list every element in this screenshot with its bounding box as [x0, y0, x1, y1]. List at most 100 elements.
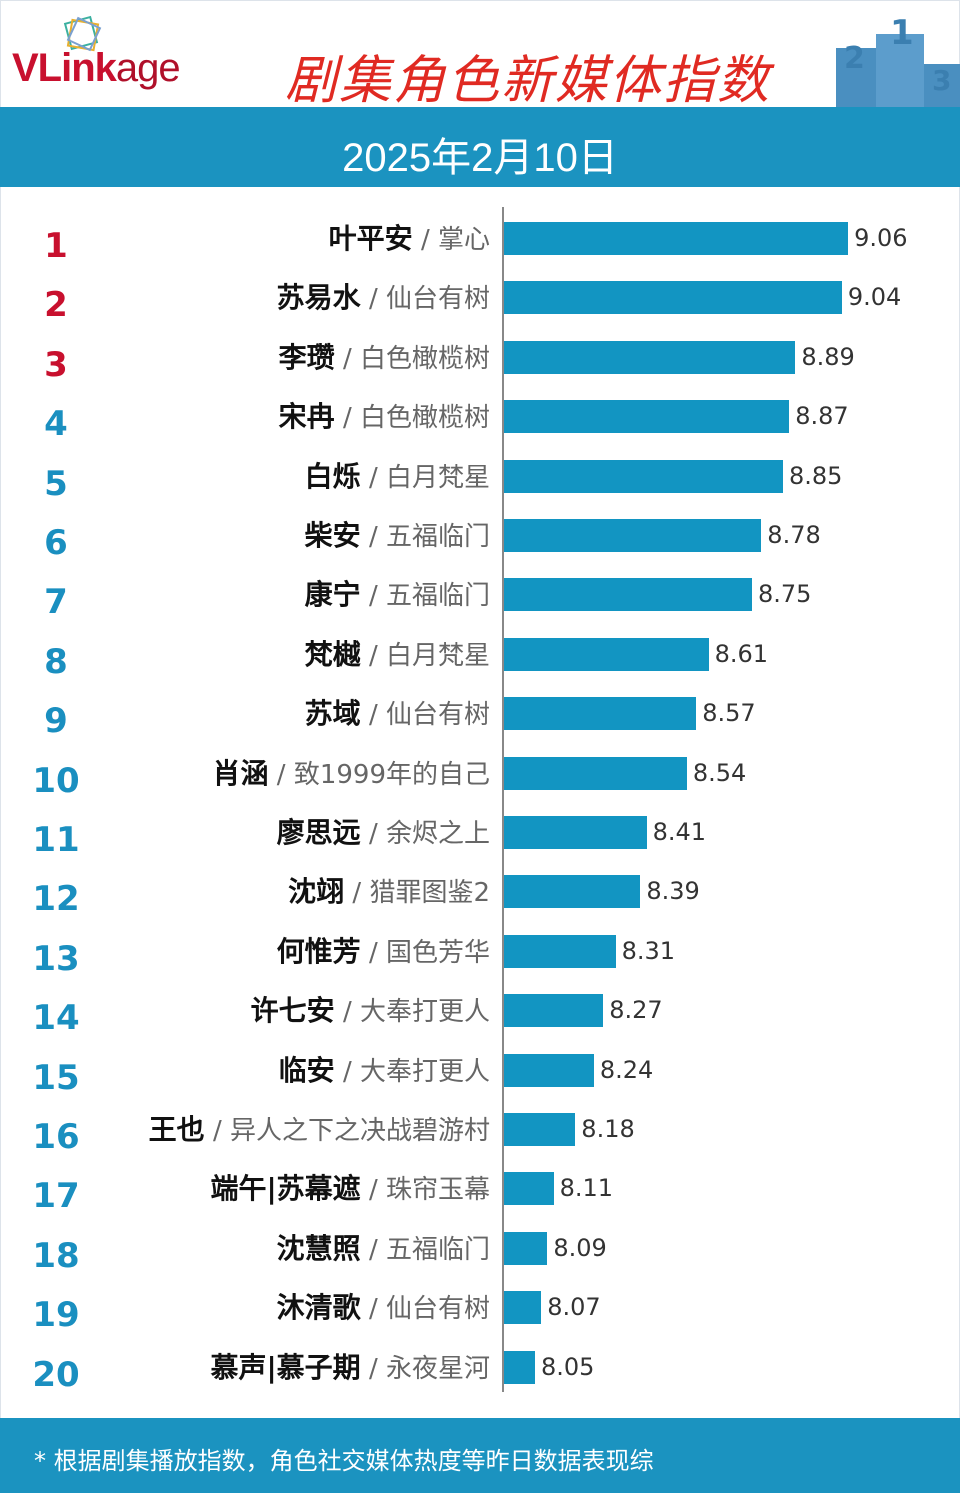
character-name: 临安: [278, 1053, 335, 1087]
separator: /: [268, 759, 294, 790]
row-label: 李瓒 / 白色橄榄树: [279, 341, 490, 376]
value-label: 8.89: [801, 342, 855, 371]
value-label: 8.39: [646, 877, 700, 906]
rank-number: 15: [32, 1057, 80, 1098]
row-label: 端午|苏幕遮 / 珠帘玉幕: [210, 1172, 490, 1207]
bar: [504, 1231, 548, 1265]
rank-number: 20: [32, 1354, 80, 1395]
value-label: 8.87: [795, 402, 849, 431]
rank-number: 19: [32, 1295, 80, 1336]
row-label: 何惟芳 / 国色芳华: [277, 935, 490, 970]
row-label: 柴安 / 五福临门: [305, 519, 490, 554]
podium-icon: 2 1 3: [836, 14, 960, 108]
bar: [504, 459, 783, 493]
show-title: 仙台有树: [385, 700, 490, 731]
bar: [504, 1053, 594, 1087]
value-label: 9.06: [854, 224, 908, 252]
character-name: 叶平安: [328, 222, 413, 255]
rank-number: 1: [44, 226, 68, 266]
separator: /: [360, 522, 386, 552]
separator: /: [360, 700, 386, 731]
show-title: 五福临门: [385, 522, 490, 552]
row-label: 沈慧照 / 五福临门: [277, 1232, 490, 1267]
separator: /: [412, 225, 438, 255]
value-label: 8.07: [547, 1293, 601, 1322]
separator: /: [344, 878, 370, 909]
row-label: 王也 / 异人之下之决战碧游村: [149, 1113, 490, 1148]
separator: /: [360, 581, 386, 612]
separator: /: [360, 937, 386, 968]
character-name: 慕声|慕子期: [210, 1350, 361, 1384]
character-name: 沈慧照: [276, 1231, 361, 1265]
separator: /: [360, 1234, 386, 1265]
character-name: 廖思远: [276, 816, 361, 849]
value-label: 8.75: [758, 580, 812, 609]
rank-number: 18: [32, 1235, 80, 1276]
show-title: 珠帘玉幕: [385, 1175, 490, 1206]
show-title: 掌心: [437, 225, 490, 255]
show-title: 异人之下之决战碧游村: [229, 1116, 490, 1146]
value-label: 8.61: [714, 639, 769, 668]
vlinkage-logo: VLinkage: [12, 15, 212, 98]
separator: /: [360, 1353, 386, 1384]
rank-number: 14: [32, 998, 80, 1039]
character-name: 许七安: [250, 994, 335, 1028]
row-label: 廖思远 / 余烬之上: [277, 816, 490, 851]
show-title: 仙台有树: [385, 1294, 490, 1325]
bar: [504, 994, 604, 1028]
svg-text:3: 3: [932, 64, 951, 97]
value-label: 8.85: [789, 461, 843, 490]
separator: /: [334, 997, 360, 1028]
date-label: 2025年2月10日: [342, 136, 618, 180]
bar: [504, 756, 687, 790]
value-label: 8.05: [541, 1352, 595, 1381]
chart-axis: [502, 207, 504, 1392]
footer-band: [0, 1418, 960, 1493]
value-label: 8.57: [702, 699, 756, 728]
value-label: 8.31: [621, 936, 676, 965]
rank-number: 2: [44, 285, 68, 326]
character-name: 肖涵: [212, 756, 269, 790]
logo-text: VLinkage: [12, 46, 181, 90]
character-name: 何惟芳: [276, 934, 361, 968]
separator: /: [334, 1056, 360, 1087]
row-label: 梵樾 / 白月梵星: [305, 638, 490, 673]
rank-number: 3: [44, 344, 68, 385]
row-label: 许七安 / 大奉打更人: [251, 994, 490, 1029]
show-title: 五福临门: [385, 581, 490, 612]
show-title: 永夜星河: [385, 1353, 490, 1384]
character-name: 沈翊: [288, 875, 345, 909]
row-label: 沈翊 / 猎罪图鉴2: [288, 875, 490, 910]
row-label: 沐清歌 / 仙台有树: [277, 1291, 490, 1326]
show-title: 白色橄榄树: [359, 403, 490, 434]
bar: [504, 697, 697, 731]
show-title: 大奉打更人: [359, 997, 490, 1028]
page-title: 剧集角色新媒体指数: [285, 51, 772, 111]
bar: [504, 340, 796, 374]
rank-number: 5: [44, 463, 68, 504]
show-title: 白月梵星: [385, 462, 490, 493]
row-label: 苏易水 / 仙台有树: [277, 281, 490, 316]
show-title: 猎罪图鉴2: [369, 878, 490, 909]
show-title: 国色芳华: [385, 937, 490, 968]
row-label: 苏域 / 仙台有树: [305, 697, 490, 732]
bar: [504, 578, 752, 612]
svg-text:1: 1: [890, 14, 914, 53]
show-title: 白色橄榄树: [359, 343, 490, 374]
bar: [504, 1291, 542, 1325]
separator: /: [204, 1116, 230, 1146]
rank-number: 6: [44, 523, 68, 563]
separator: /: [360, 1175, 386, 1206]
bar: [504, 519, 762, 552]
value-label: 8.11: [559, 1174, 614, 1203]
rank-number: 11: [32, 820, 80, 860]
character-name: 苏易水: [276, 281, 361, 315]
separator: /: [334, 403, 360, 434]
rank-number: 16: [32, 1117, 80, 1157]
rank-number: 4: [44, 404, 68, 445]
show-title: 致1999年的自己: [293, 759, 490, 790]
character-name: 李瓒: [278, 340, 335, 374]
value-label: 8.78: [767, 521, 821, 549]
value-label: 8.24: [599, 1055, 654, 1084]
row-label: 白烁 / 白月梵星: [305, 460, 490, 495]
